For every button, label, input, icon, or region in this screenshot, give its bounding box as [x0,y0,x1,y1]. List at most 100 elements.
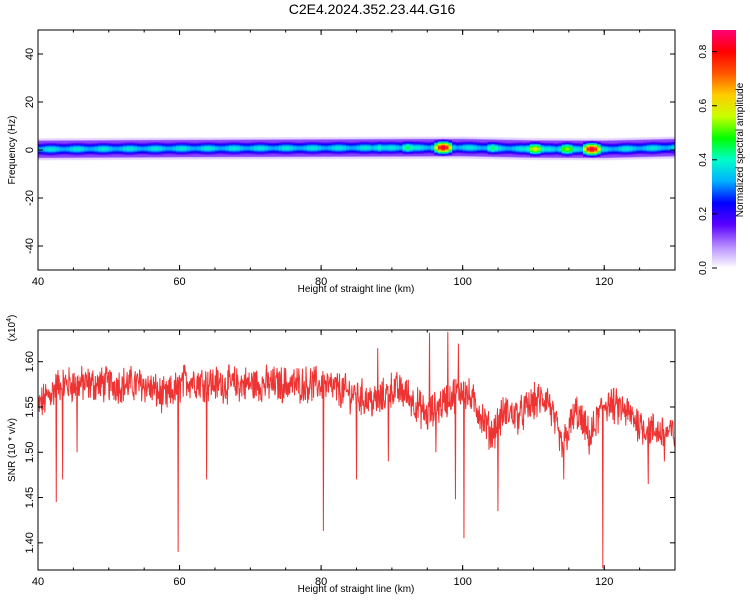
heatmap-cell [508,137,513,161]
heatmap-cell [250,136,255,160]
heatmap-cell [151,137,156,161]
heatmap-cell [437,136,443,160]
colorbar-tick-label: 0.0 [698,261,709,275]
heatmap-cell [494,136,499,160]
heatmap-cell [112,137,117,161]
heatmap-cell [122,137,128,161]
heatmap-cell [229,136,234,160]
heatmap-cell [165,137,170,161]
figure-title: C2E4.2024.352.23.44.G16 [289,1,456,17]
heatmap-cell [66,137,71,161]
heatmap-cell [161,137,166,161]
x-tick-label: 120 [595,276,613,288]
heatmap-cell [660,136,665,160]
heatmap-cell [501,136,506,160]
heatmap-cell [84,137,89,161]
heatmap-cell [356,136,361,160]
heatmap-cell [268,136,273,160]
snr-panel: 40 60 80 100 120 1.40 1.45 1.50 1.55 1.60 Height… [6,315,676,595]
heatmap-cell [406,136,411,160]
x-tick-label: 100 [453,276,471,288]
heatmap-cell [579,137,584,161]
heatmap-cell [236,136,241,160]
heatmap-cell [200,136,205,160]
heatmap-cell [271,136,276,160]
heatmap-cell [657,136,662,160]
heatmap-cell [650,136,655,160]
heatmap-cell [87,137,92,161]
heatmap-cell [179,137,184,161]
heatmap-cell [119,137,124,161]
heatmap-cell [621,137,627,161]
heatmap-cell [671,136,675,160]
heatmap-cell [158,137,163,161]
heatmap-cell [416,136,421,160]
heatmap-cell [115,137,120,161]
heatmap-cell [108,137,113,161]
heatmap-cell [52,137,57,161]
y-tick-label: 1.45 [24,487,36,508]
heatmap-cell [643,136,648,160]
heatmap-cell [462,136,467,160]
y-tick-label: 1.55 [24,396,36,417]
heatmap-cell [459,136,464,160]
heatmap-cell [222,136,227,160]
heatmap-cell [144,137,149,161]
snr-x-axis-label: Height of straight line (km) [298,584,415,595]
spectrogram-x-axis-label: Height of straight line (km) [298,284,415,295]
heatmap-cell [41,137,46,161]
heatmap-cell [130,137,135,161]
colorbar-tick-label: 0.8 [698,44,709,58]
heatmap-cell [345,136,351,160]
y-tick-label: -40 [24,238,36,254]
heatmap-cell [324,136,329,160]
heatmap-cell [430,136,435,160]
heatmap-cell [590,137,595,161]
heatmap-cell [448,136,453,160]
heatmap-cell [137,137,142,161]
colorbar-tick-label: 0.4 [698,152,709,166]
heatmap-cell [299,136,305,160]
heatmap-cell [211,136,216,160]
heatmap-cell [303,136,308,160]
heatmap-cell [260,136,266,160]
heatmap-cell [367,136,372,160]
x-tick-label: 80 [315,576,327,588]
heatmap-cell [498,136,503,160]
x-tick-label: 40 [32,576,44,588]
heatmap-cell [55,137,60,161]
heatmap-cell [526,137,531,161]
snr-multiplier-exponent: 4 [6,318,13,322]
heatmap-cell [62,137,67,161]
colorbar-ticks: 0.0 0.2 0.4 0.6 0.8 [698,44,717,275]
heatmap-cell [69,137,74,161]
heatmap-cell [529,137,535,161]
heatmap-cell [544,137,549,161]
x-tick-label: 40 [32,276,44,288]
spectrogram-x-ticks: 40 60 80 100 120 [32,30,676,288]
heatmap-cell [561,137,566,161]
heatmap-cell [466,136,471,160]
snr-series-line [38,331,675,569]
heatmap-cell [154,137,159,161]
heatmap-cell [310,136,315,160]
heatmap-cell [76,137,82,161]
snr-y-ticks: 1.40 1.45 1.50 1.55 1.60 [24,351,675,554]
x-tick-label: 100 [453,576,471,588]
heatmap-cell [338,136,343,160]
heatmap-cell [317,136,322,160]
heatmap-cell [183,137,188,161]
heatmap-cell [487,136,492,160]
heatmap-cell [533,137,538,161]
heatmap-cell [225,136,230,160]
heatmap-cell [391,136,397,160]
heatmap-cell [423,136,428,160]
heatmap-cell [105,137,110,161]
heatmap-cell [515,137,520,161]
heatmap-cell [275,136,280,160]
heatmap-cell [653,136,658,160]
heatmap-cell [547,137,552,161]
heatmap-cell [197,136,202,161]
heatmap-cell [395,136,400,160]
